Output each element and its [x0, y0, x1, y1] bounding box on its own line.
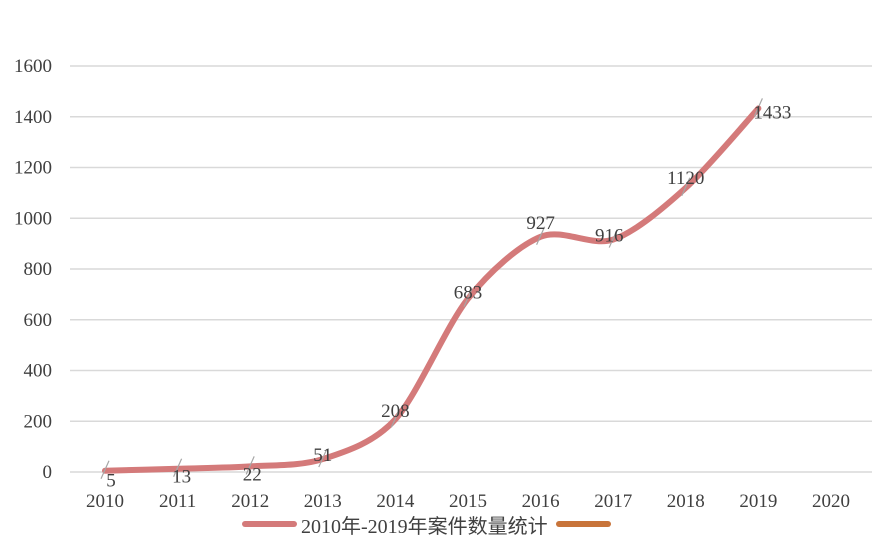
legend-label-series-1: 2010年-2019年案件数量统计	[301, 515, 548, 538]
series-line	[102, 105, 762, 474]
x-tick-label: 2014	[376, 491, 415, 512]
y-tick-label: 800	[24, 259, 53, 280]
x-tick-label: 2015	[449, 491, 487, 512]
data-label: 22	[243, 464, 262, 485]
x-tick-label: 2010	[86, 491, 124, 512]
data-label: 5	[106, 471, 116, 492]
leader-line	[608, 229, 618, 248]
y-axis-ticks: 0 200 400 600 800 1000 1200 1400 1600	[14, 56, 52, 483]
leader-line	[245, 456, 255, 475]
y-tick-label: 400	[24, 361, 53, 382]
x-tick-label: 2013	[304, 491, 342, 512]
y-tick-label: 1000	[14, 208, 52, 229]
y-tick-label: 200	[24, 411, 53, 432]
x-tick-label: 2018	[667, 491, 705, 512]
leader-line	[681, 177, 691, 197]
data-label: 927	[526, 213, 555, 234]
leader-line	[390, 408, 400, 428]
data-label: 51	[313, 445, 332, 466]
data-label: 208	[381, 401, 410, 422]
x-axis-ticks: 2010 2011 2012 2013 2014 2015 2016 2017 2018 2019…	[86, 491, 850, 512]
data-labels: 5 13 22 51 208 683 927 916 1120 1433	[100, 98, 791, 492]
x-tick-label: 2019	[739, 491, 777, 512]
y-tick-label: 600	[24, 310, 53, 331]
leader-line	[536, 226, 546, 246]
y-tick-label: 1600	[14, 56, 52, 77]
x-tick-label: 2016	[522, 491, 560, 512]
x-tick-label: 2020	[812, 491, 850, 512]
data-label: 13	[172, 467, 191, 488]
y-tick-label: 0	[43, 462, 53, 483]
data-label: 683	[454, 283, 483, 304]
y-tick-label: 1400	[14, 107, 52, 128]
data-label: 1120	[667, 168, 704, 189]
series-path	[102, 105, 762, 474]
legend-swatch-series-2	[555, 521, 611, 527]
y-tick-label: 1200	[14, 158, 52, 179]
gridlines	[70, 65, 872, 473]
data-label: 1433	[753, 102, 791, 123]
x-tick-label: 2012	[231, 491, 269, 512]
x-tick-label: 2017	[594, 491, 632, 512]
leader-line	[463, 288, 473, 307]
legend: 2010年-2019年案件数量统计	[238, 511, 615, 538]
legend-swatch-series-1	[242, 521, 297, 527]
data-label: 916	[595, 226, 624, 247]
leader-line	[173, 458, 183, 477]
leader-line	[318, 448, 328, 468]
leader-line	[753, 98, 763, 117]
leader-line	[100, 460, 110, 479]
x-tick-label: 2011	[159, 491, 196, 512]
